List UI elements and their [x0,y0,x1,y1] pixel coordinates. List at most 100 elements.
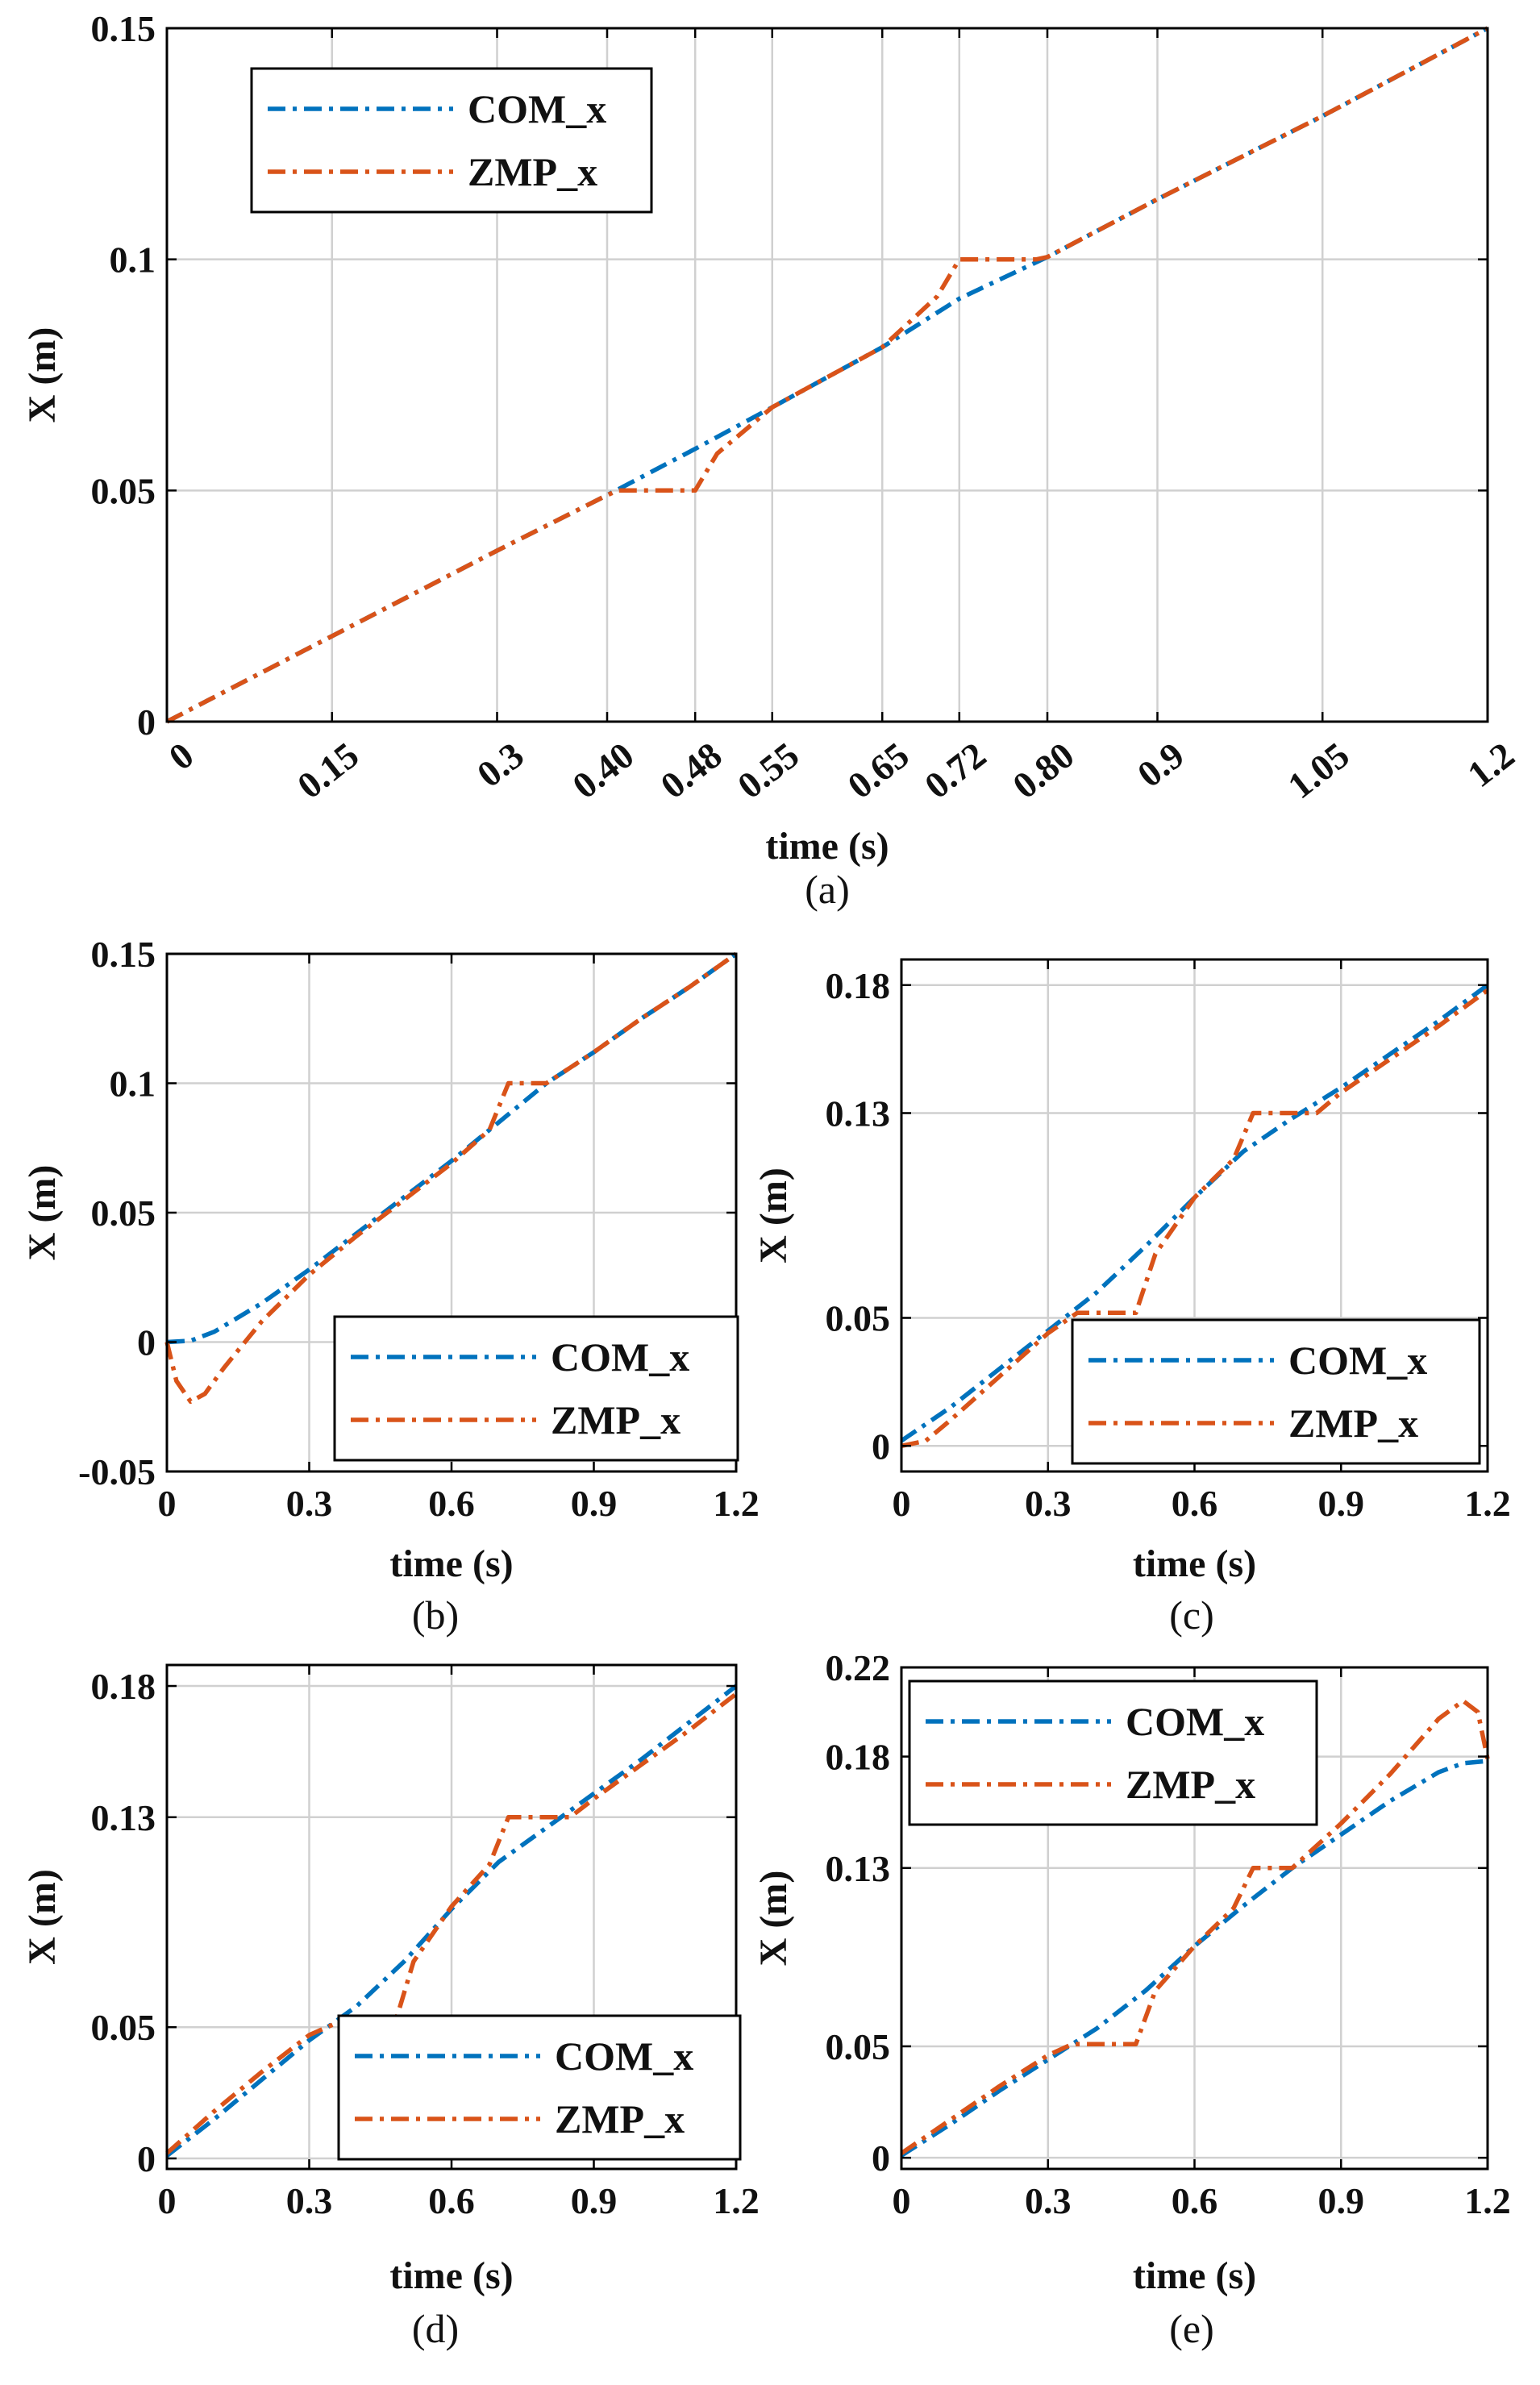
legend-box [908,1679,1318,1826]
x-tick-label: 0.3 [286,1483,333,1524]
legend-box [337,2014,742,2161]
y-axis-label: X (m) [21,1869,64,1965]
legend-label: ZMP_x [468,149,597,194]
x-tick-label: 0.65 [840,735,917,807]
panel-caption: (b) [412,1592,459,1638]
y-tick-label: 0 [137,1322,156,1363]
panel-caption: (d) [412,2306,459,2351]
series-line-zmp-x [165,1692,738,2155]
series-line-com-x [900,983,1489,1443]
x-tick-label: 0.40 [565,735,642,807]
x-axis-label: time (s) [389,2254,513,2297]
y-tick-label: 0.1 [110,239,156,281]
legend-box [250,67,653,214]
x-axis-label: time (s) [1133,2254,1256,2297]
y-tick-label: 0.05 [91,2007,156,2048]
x-tick-label: 1.2 [1460,735,1522,796]
x-tick-label: 0 [893,1483,911,1524]
legend-label: ZMP_x [1288,1401,1418,1446]
y-tick-label: 0.13 [826,1093,891,1134]
x-tick-label: 0.9 [571,2180,618,2221]
y-axis-label: X (m) [21,327,64,423]
x-tick-label: 1.2 [713,1483,760,1524]
x-tick-label: 0.6 [1172,1483,1218,1524]
x-tick-label: 0.72 [917,735,993,807]
legend: COM_x ZMP_x [250,67,653,214]
x-axis-label: time (s) [389,1542,513,1585]
legend-label: COM_x [551,1334,689,1380]
x-tick-label: 1.2 [1464,2180,1511,2221]
legend-box [333,1315,739,1462]
x-tick-label: 0.9 [1130,735,1192,796]
legend-label: ZMP_x [1126,1762,1255,1807]
x-tick-label: 1.2 [713,2180,760,2221]
y-tick-label: 0.13 [91,1797,156,1838]
x-tick-label: 0.15 [289,735,366,807]
x-tick-label: 0.3 [286,2180,333,2221]
x-tick-label: 0 [158,2180,177,2221]
legend-label: COM_x [1126,1699,1264,1744]
series-line-zmp-x [164,951,738,1405]
y-tick-label: 0.15 [91,8,156,49]
legend-box [1071,1318,1481,1465]
y-tick-label: 0.18 [826,965,891,1006]
x-axis-label: time (s) [765,825,889,868]
chart-c: 0 0.3 0.6 0.9 1.2 0 0.05 0.13 0.18 time (s) X (m) (… [752,958,1511,1638]
legend: COM_x ZMP_x [1071,1318,1481,1465]
y-tick-label: 0.13 [826,1848,891,1889]
x-tick-label: 0.9 [1318,2180,1365,2221]
x-tick-label: 0.48 [653,735,730,807]
y-tick-label: 0.05 [91,470,156,511]
x-tick-label: 0.3 [1025,1483,1072,1524]
x-tick-label: 0.6 [1172,2180,1218,2221]
panel-caption: (e) [1169,2306,1214,2351]
y-tick-label: 0.22 [826,1647,891,1688]
y-tick-label: 0.18 [826,1737,891,1778]
x-tick-label: 1.05 [1280,735,1357,807]
panel-caption: (a) [805,867,850,912]
x-tick-label: 0.3 [469,735,531,796]
legend: COM_x ZMP_x [333,1315,739,1462]
chart-d: 0 0.3 0.6 0.9 1.2 0 0.05 0.13 0.18 time (s) X (m) (… [21,1663,760,2351]
legend-label: COM_x [1288,1338,1427,1383]
x-tick-label: 0.80 [1005,735,1082,807]
axes-frame [165,27,1489,723]
x-tick-label: 0.9 [571,1483,618,1524]
x-axis-label: time (s) [1133,1542,1256,1585]
y-tick-label: 0 [137,2138,156,2179]
y-tick-label: -0.05 [78,1451,156,1492]
y-tick-label: 0.15 [91,934,156,975]
series-line-zmp-x [901,988,1489,1448]
legend: COM_x ZMP_x [337,2014,742,2161]
series-line-zmp-x [900,1698,1490,2155]
x-tick-label: 0.6 [428,2180,475,2221]
y-axis-label: X (m) [752,1168,795,1263]
y-axis-label: X (m) [21,1165,64,1261]
x-tick-label: 0.55 [730,735,806,807]
chart-a: 0 0.15 0.3 0.40 0.48 0.55 0.65 0.72 0.80 0.9 1.05 1… [21,8,1521,912]
x-tick-label: 1.2 [1464,1483,1511,1524]
x-tick-label: 0.3 [1025,2180,1072,2221]
chart-e: 0 0.3 0.6 0.9 1.2 0 0.05 0.13 0.18 0.22 time (s) X … [752,1647,1511,2351]
y-tick-label: 0.05 [91,1192,156,1234]
x-tick-label: 0 [893,2180,911,2221]
legend: COM_x ZMP_x [908,1679,1318,1826]
y-tick-label: 0 [872,2137,890,2179]
panel-caption: (c) [1169,1592,1214,1638]
series-line-zmp-x [165,26,1489,724]
x-tick-label: 0.9 [1318,1483,1365,1524]
y-tick-label: 0.18 [91,1666,156,1707]
y-tick-label: 0 [137,701,156,743]
x-tick-label: 0.6 [428,1483,475,1524]
y-tick-label: 0.05 [826,1298,891,1339]
y-tick-label: 0.1 [110,1063,156,1105]
legend-label: COM_x [468,86,606,131]
y-axis-label: X (m) [752,1871,795,1967]
x-tick-label: 0 [158,1483,177,1524]
x-tick-label: 0 [161,735,202,778]
legend-label: COM_x [555,2033,693,2079]
legend-label: ZMP_x [555,2096,685,2142]
y-tick-label: 0 [872,1426,890,1467]
